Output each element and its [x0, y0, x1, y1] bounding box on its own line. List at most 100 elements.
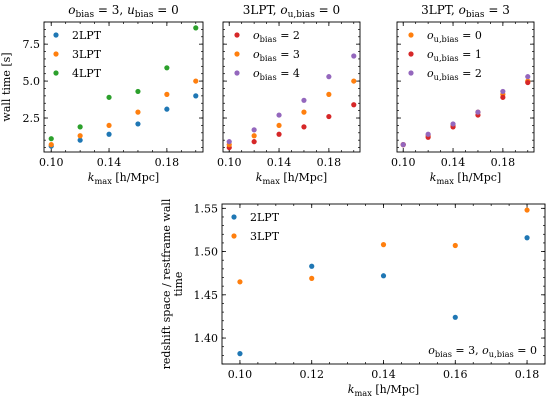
legend-marker — [234, 70, 240, 76]
y-tick-label: 7.5 — [23, 38, 41, 51]
legend-label: ou,bias = 2 — [427, 67, 482, 82]
chart-title: 3LPT, ou,bias = 0 — [243, 3, 340, 20]
data-point-o-u-bias-2 — [400, 142, 406, 148]
data-point-4lpt — [106, 94, 112, 100]
data-point-o-bias-3 — [326, 91, 332, 97]
data-point-o-u-bias-2 — [525, 74, 531, 80]
legend-marker — [408, 32, 414, 38]
legend-label: 4LPT — [72, 67, 102, 80]
y-tick-label: 1.55 — [194, 202, 219, 215]
y-tick-label: 1.50 — [194, 246, 219, 259]
legend-marker — [408, 51, 414, 57]
data-point-3lpt — [380, 242, 387, 248]
y-tick-label: 5.0 — [23, 75, 41, 88]
data-point-3lpt — [193, 78, 199, 84]
x-tick-label: 0.14 — [371, 368, 396, 381]
data-point-3lpt — [164, 91, 170, 97]
x-axis-label: kmax [h/Mpc] — [348, 383, 419, 398]
data-point-2lpt — [106, 131, 112, 137]
legend-marker — [408, 70, 414, 76]
legend-label: 3LPT — [250, 230, 280, 243]
data-point-o-bias-2 — [251, 139, 257, 145]
legend-marker — [53, 32, 59, 38]
legend-marker — [231, 233, 237, 239]
legend-label: obias = 4 — [253, 67, 300, 82]
data-point-o-u-bias-2 — [425, 131, 431, 137]
legend-marker — [53, 70, 59, 76]
data-point-o-bias-3 — [251, 133, 257, 139]
data-point-2lpt — [237, 351, 243, 357]
data-point-2lpt — [380, 273, 387, 279]
chart-panel-1: 0.10 0.14 0.18 2.5 5.0 7.5 obias = 3, ubias = … — [0, 3, 204, 186]
chart-title: 3LPT, obias = 3 — [421, 3, 510, 20]
data-point-2lpt — [452, 314, 458, 320]
data-point-2lpt — [135, 121, 141, 127]
y-axis-label: wall time [s] — [0, 52, 13, 121]
data-point-o-u-bias-2 — [475, 109, 481, 115]
data-point-o-bias-2 — [276, 131, 282, 137]
data-point-o-bias-4 — [276, 112, 282, 118]
x-tick-label: 0.10 — [391, 156, 416, 169]
data-point-2lpt — [164, 106, 170, 112]
x-tick-label: 0.14 — [441, 156, 466, 169]
chart-panel-4: 0.10 0.12 0.14 0.16 0.18 1.40 1.45 1.50 1.55 kmax… — [160, 198, 546, 398]
legend-label: 3LPT — [72, 48, 102, 61]
x-tick-label: 0.10 — [217, 156, 242, 169]
x-tick-label: 0.18 — [155, 156, 180, 169]
data-point-2lpt — [77, 137, 83, 143]
x-tick-label: 0.18 — [491, 156, 516, 169]
legend-marker — [53, 51, 59, 57]
data-point-2lpt — [193, 93, 199, 99]
data-point-3lpt — [524, 207, 530, 213]
data-point-o-bias-3 — [301, 109, 307, 115]
data-point-o-u-bias-2 — [450, 121, 456, 127]
y-tick-label: 1.45 — [194, 289, 219, 302]
data-point-3lpt — [309, 275, 315, 281]
y-tick-label: 2.5 — [23, 112, 41, 125]
legend-label: obias = 3 — [253, 48, 300, 63]
x-axis-label: kmax [h/Mpc] — [256, 171, 327, 186]
data-point-4lpt — [135, 88, 141, 95]
data-point-o-u-bias-2 — [500, 88, 506, 95]
x-tick-label: 0.14 — [97, 156, 122, 169]
data-point-o-bias-4 — [326, 74, 332, 80]
data-point-o-bias-3 — [276, 122, 282, 129]
data-point-3lpt — [452, 242, 458, 249]
x-axis-label: kmax [h/Mpc] — [88, 171, 159, 186]
legend-marker — [234, 51, 240, 57]
data-point-2lpt — [309, 263, 315, 269]
legend-marker — [234, 32, 240, 38]
data-point-4lpt — [164, 65, 170, 71]
x-axis-label: kmax [h/Mpc] — [430, 171, 501, 186]
data-point-o-bias-4 — [351, 53, 357, 59]
data-point-3lpt — [48, 142, 54, 148]
data-point-4lpt — [77, 124, 83, 130]
y-tick-label: 1.40 — [194, 332, 219, 345]
x-tick-label: 0.12 — [299, 368, 324, 381]
legend-label: obias = 2 — [253, 29, 300, 44]
chart-panel-3: 0.10 0.14 0.18 3LPT, obias = 3 kmax [h/Mpc] o… — [391, 3, 535, 186]
x-tick-label: 0.16 — [443, 368, 468, 381]
data-point-o-bias-4 — [301, 97, 307, 103]
chart-title: obias = 3, ubias = 0 — [68, 3, 179, 20]
data-point-3lpt — [237, 279, 243, 285]
plot-frame — [221, 203, 546, 365]
data-point-o-bias-3 — [351, 78, 357, 84]
legend-label: ou,bias = 1 — [427, 48, 482, 63]
data-point-o-u-bias-1 — [500, 94, 506, 100]
legend-label: 2LPT — [250, 211, 280, 224]
data-point-4lpt — [48, 136, 54, 142]
data-point-3lpt — [106, 122, 112, 129]
x-tick-label: 0.10 — [39, 156, 64, 169]
data-point-3lpt — [135, 109, 141, 115]
data-point-o-bias-2 — [351, 102, 357, 108]
legend-label: ou,bias = 0 — [427, 29, 482, 44]
y-axis-label: redshift space / restframe walltime — [160, 198, 185, 369]
data-point-3lpt — [77, 133, 83, 139]
data-point-o-bias-4 — [226, 139, 232, 145]
x-tick-label: 0.14 — [267, 156, 292, 169]
data-point-4lpt — [193, 25, 199, 31]
data-point-2lpt — [524, 235, 530, 241]
chart-panel-2: 0.10 0.14 0.18 3LPT, ou,bias = 0 kmax [h/Mpc… — [217, 3, 361, 186]
